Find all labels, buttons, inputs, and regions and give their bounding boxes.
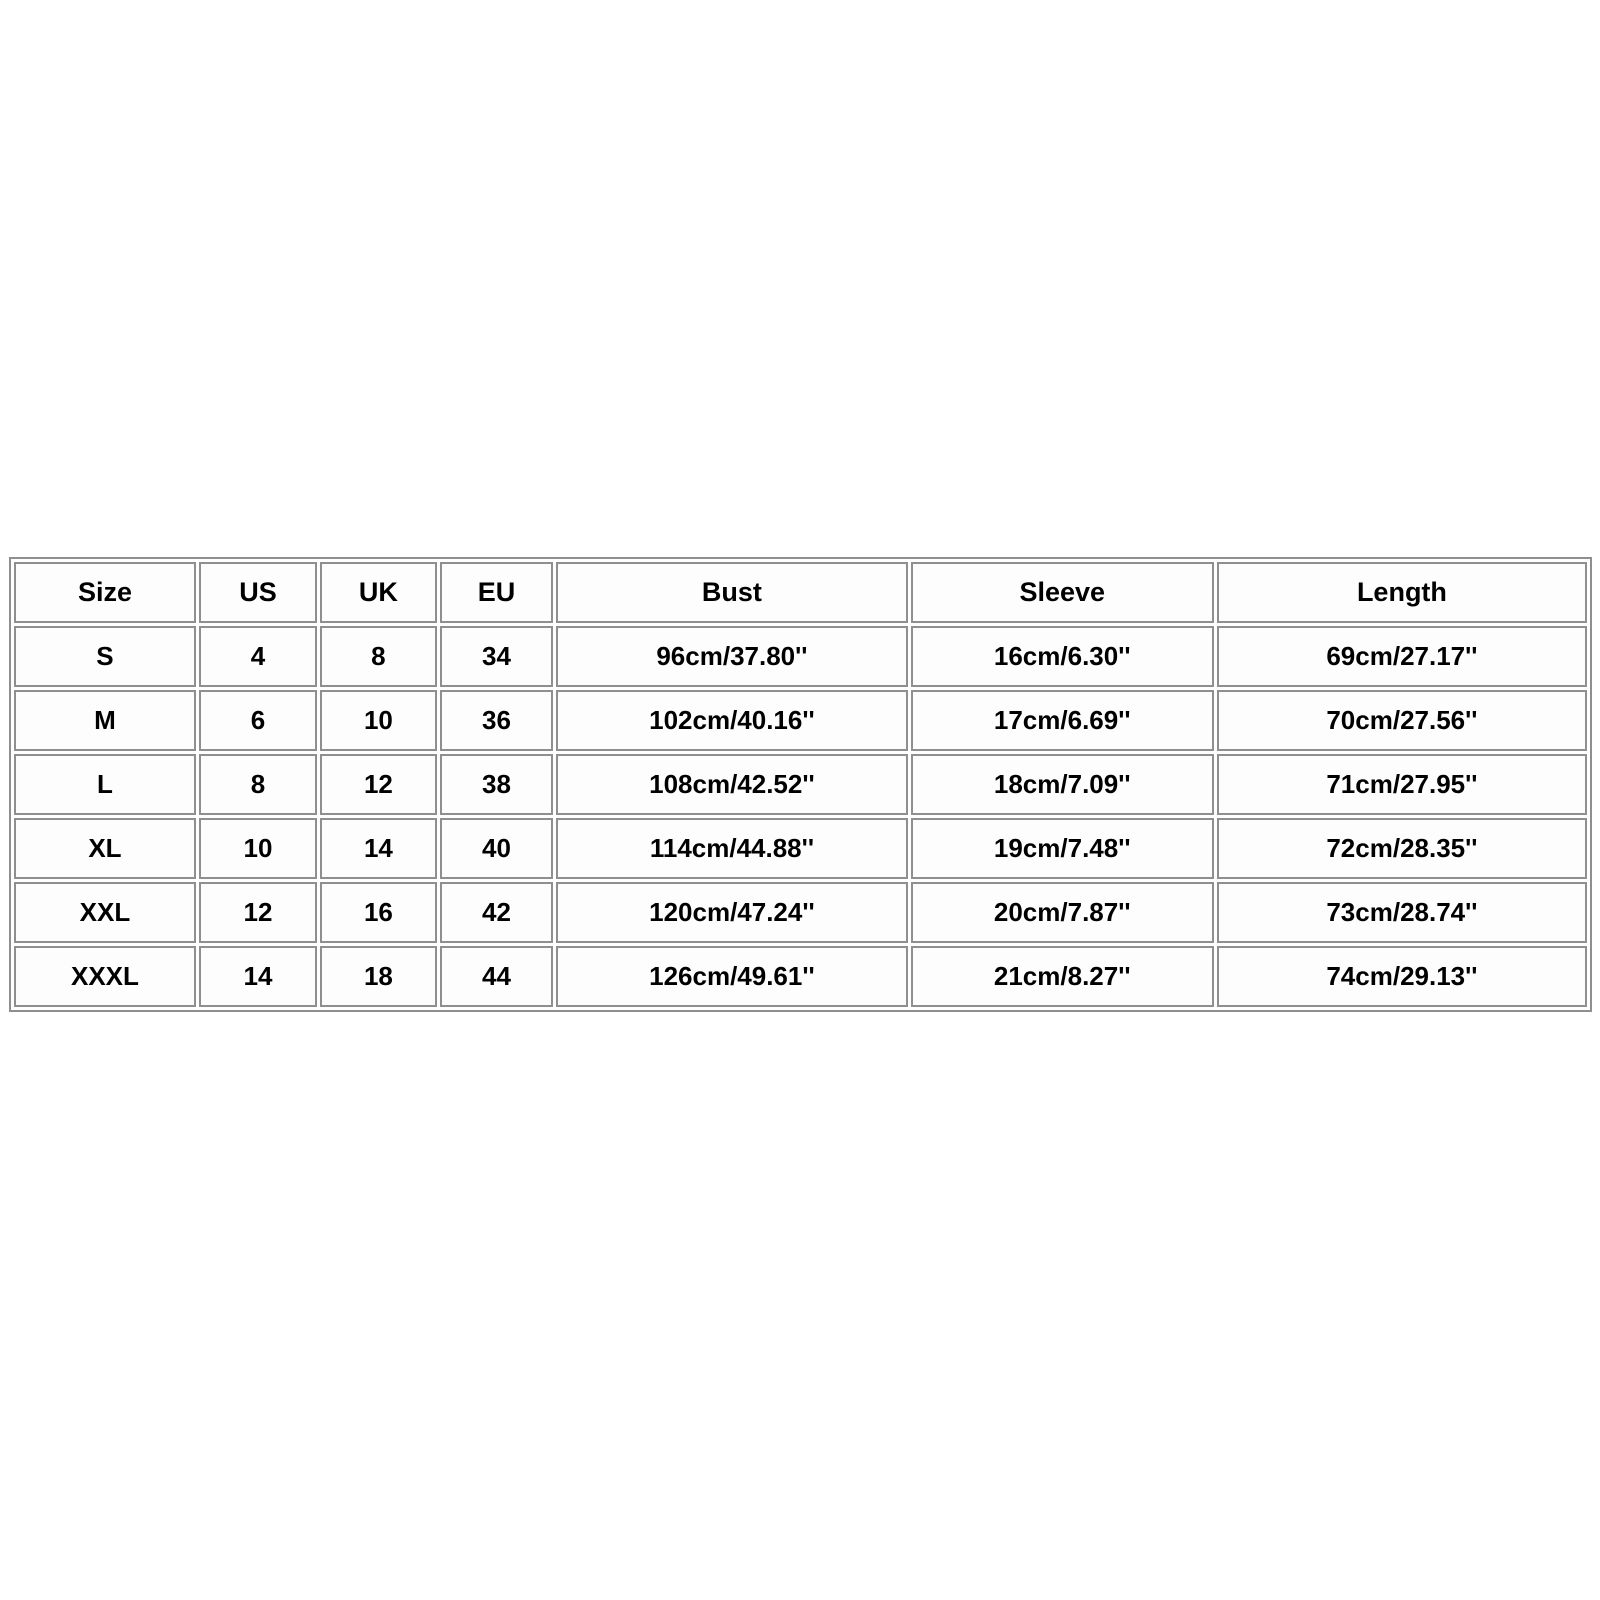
column-header-length: Length [1216,562,1587,623]
table-row-m: M 6 10 36 102cm/40.16'' 17cm/6.69'' 70cm… [14,690,1587,751]
cell-uk: 18 [320,946,437,1007]
cell-eu: 44 [439,946,554,1007]
cell-sleeve: 18cm/7.09'' [910,754,1214,815]
cell-length: 74cm/29.13'' [1216,946,1587,1007]
table-row-l: L 8 12 38 108cm/42.52'' 18cm/7.09'' 71cm… [14,754,1587,815]
cell-bust: 120cm/47.24'' [556,882,908,943]
cell-size: XXXL [14,946,196,1007]
cell-size: M [14,690,196,751]
table-row-s: S 4 8 34 96cm/37.80'' 16cm/6.30'' 69cm/2… [14,626,1587,687]
cell-us: 8 [198,754,318,815]
cell-sleeve: 17cm/6.69'' [910,690,1214,751]
cell-length: 72cm/28.35'' [1216,818,1587,879]
column-header-bust: Bust [556,562,908,623]
cell-length: 70cm/27.56'' [1216,690,1587,751]
size-chart-image: Size US UK EU Bust Sleeve Length S 4 8 3… [9,557,1592,1012]
cell-us: 14 [198,946,318,1007]
column-header-sleeve: Sleeve [910,562,1214,623]
cell-size: S [14,626,196,687]
table-row-xxxl: XXXL 14 18 44 126cm/49.61'' 21cm/8.27'' … [14,946,1587,1007]
cell-size: L [14,754,196,815]
column-header-uk: UK [320,562,437,623]
cell-eu: 40 [439,818,554,879]
cell-sleeve: 16cm/6.30'' [910,626,1214,687]
cell-size: XXL [14,882,196,943]
column-header-us: US [198,562,318,623]
cell-eu: 38 [439,754,554,815]
cell-size: XL [14,818,196,879]
cell-bust: 108cm/42.52'' [556,754,908,815]
cell-length: 73cm/28.74'' [1216,882,1587,943]
cell-sleeve: 21cm/8.27'' [910,946,1214,1007]
cell-length: 71cm/27.95'' [1216,754,1587,815]
cell-sleeve: 20cm/7.87'' [910,882,1214,943]
cell-eu: 36 [439,690,554,751]
table-row-xxl: XXL 12 16 42 120cm/47.24'' 20cm/7.87'' 7… [14,882,1587,943]
cell-us: 12 [198,882,318,943]
cell-eu: 34 [439,626,554,687]
cell-bust: 126cm/49.61'' [556,946,908,1007]
cell-sleeve: 19cm/7.48'' [910,818,1214,879]
cell-uk: 8 [320,626,437,687]
cell-length: 69cm/27.17'' [1216,626,1587,687]
cell-uk: 10 [320,690,437,751]
cell-us: 6 [198,690,318,751]
header-row: Size US UK EU Bust Sleeve Length [14,562,1587,623]
cell-eu: 42 [439,882,554,943]
column-header-eu: EU [439,562,554,623]
cell-bust: 102cm/40.16'' [556,690,908,751]
cell-us: 4 [198,626,318,687]
cell-us: 10 [198,818,318,879]
table-row-xl: XL 10 14 40 114cm/44.88'' 19cm/7.48'' 72… [14,818,1587,879]
cell-bust: 96cm/37.80'' [556,626,908,687]
cell-uk: 16 [320,882,437,943]
cell-uk: 12 [320,754,437,815]
column-header-size: Size [14,562,196,623]
cell-uk: 14 [320,818,437,879]
size-chart-table: Size US UK EU Bust Sleeve Length S 4 8 3… [9,557,1592,1012]
cell-bust: 114cm/44.88'' [556,818,908,879]
